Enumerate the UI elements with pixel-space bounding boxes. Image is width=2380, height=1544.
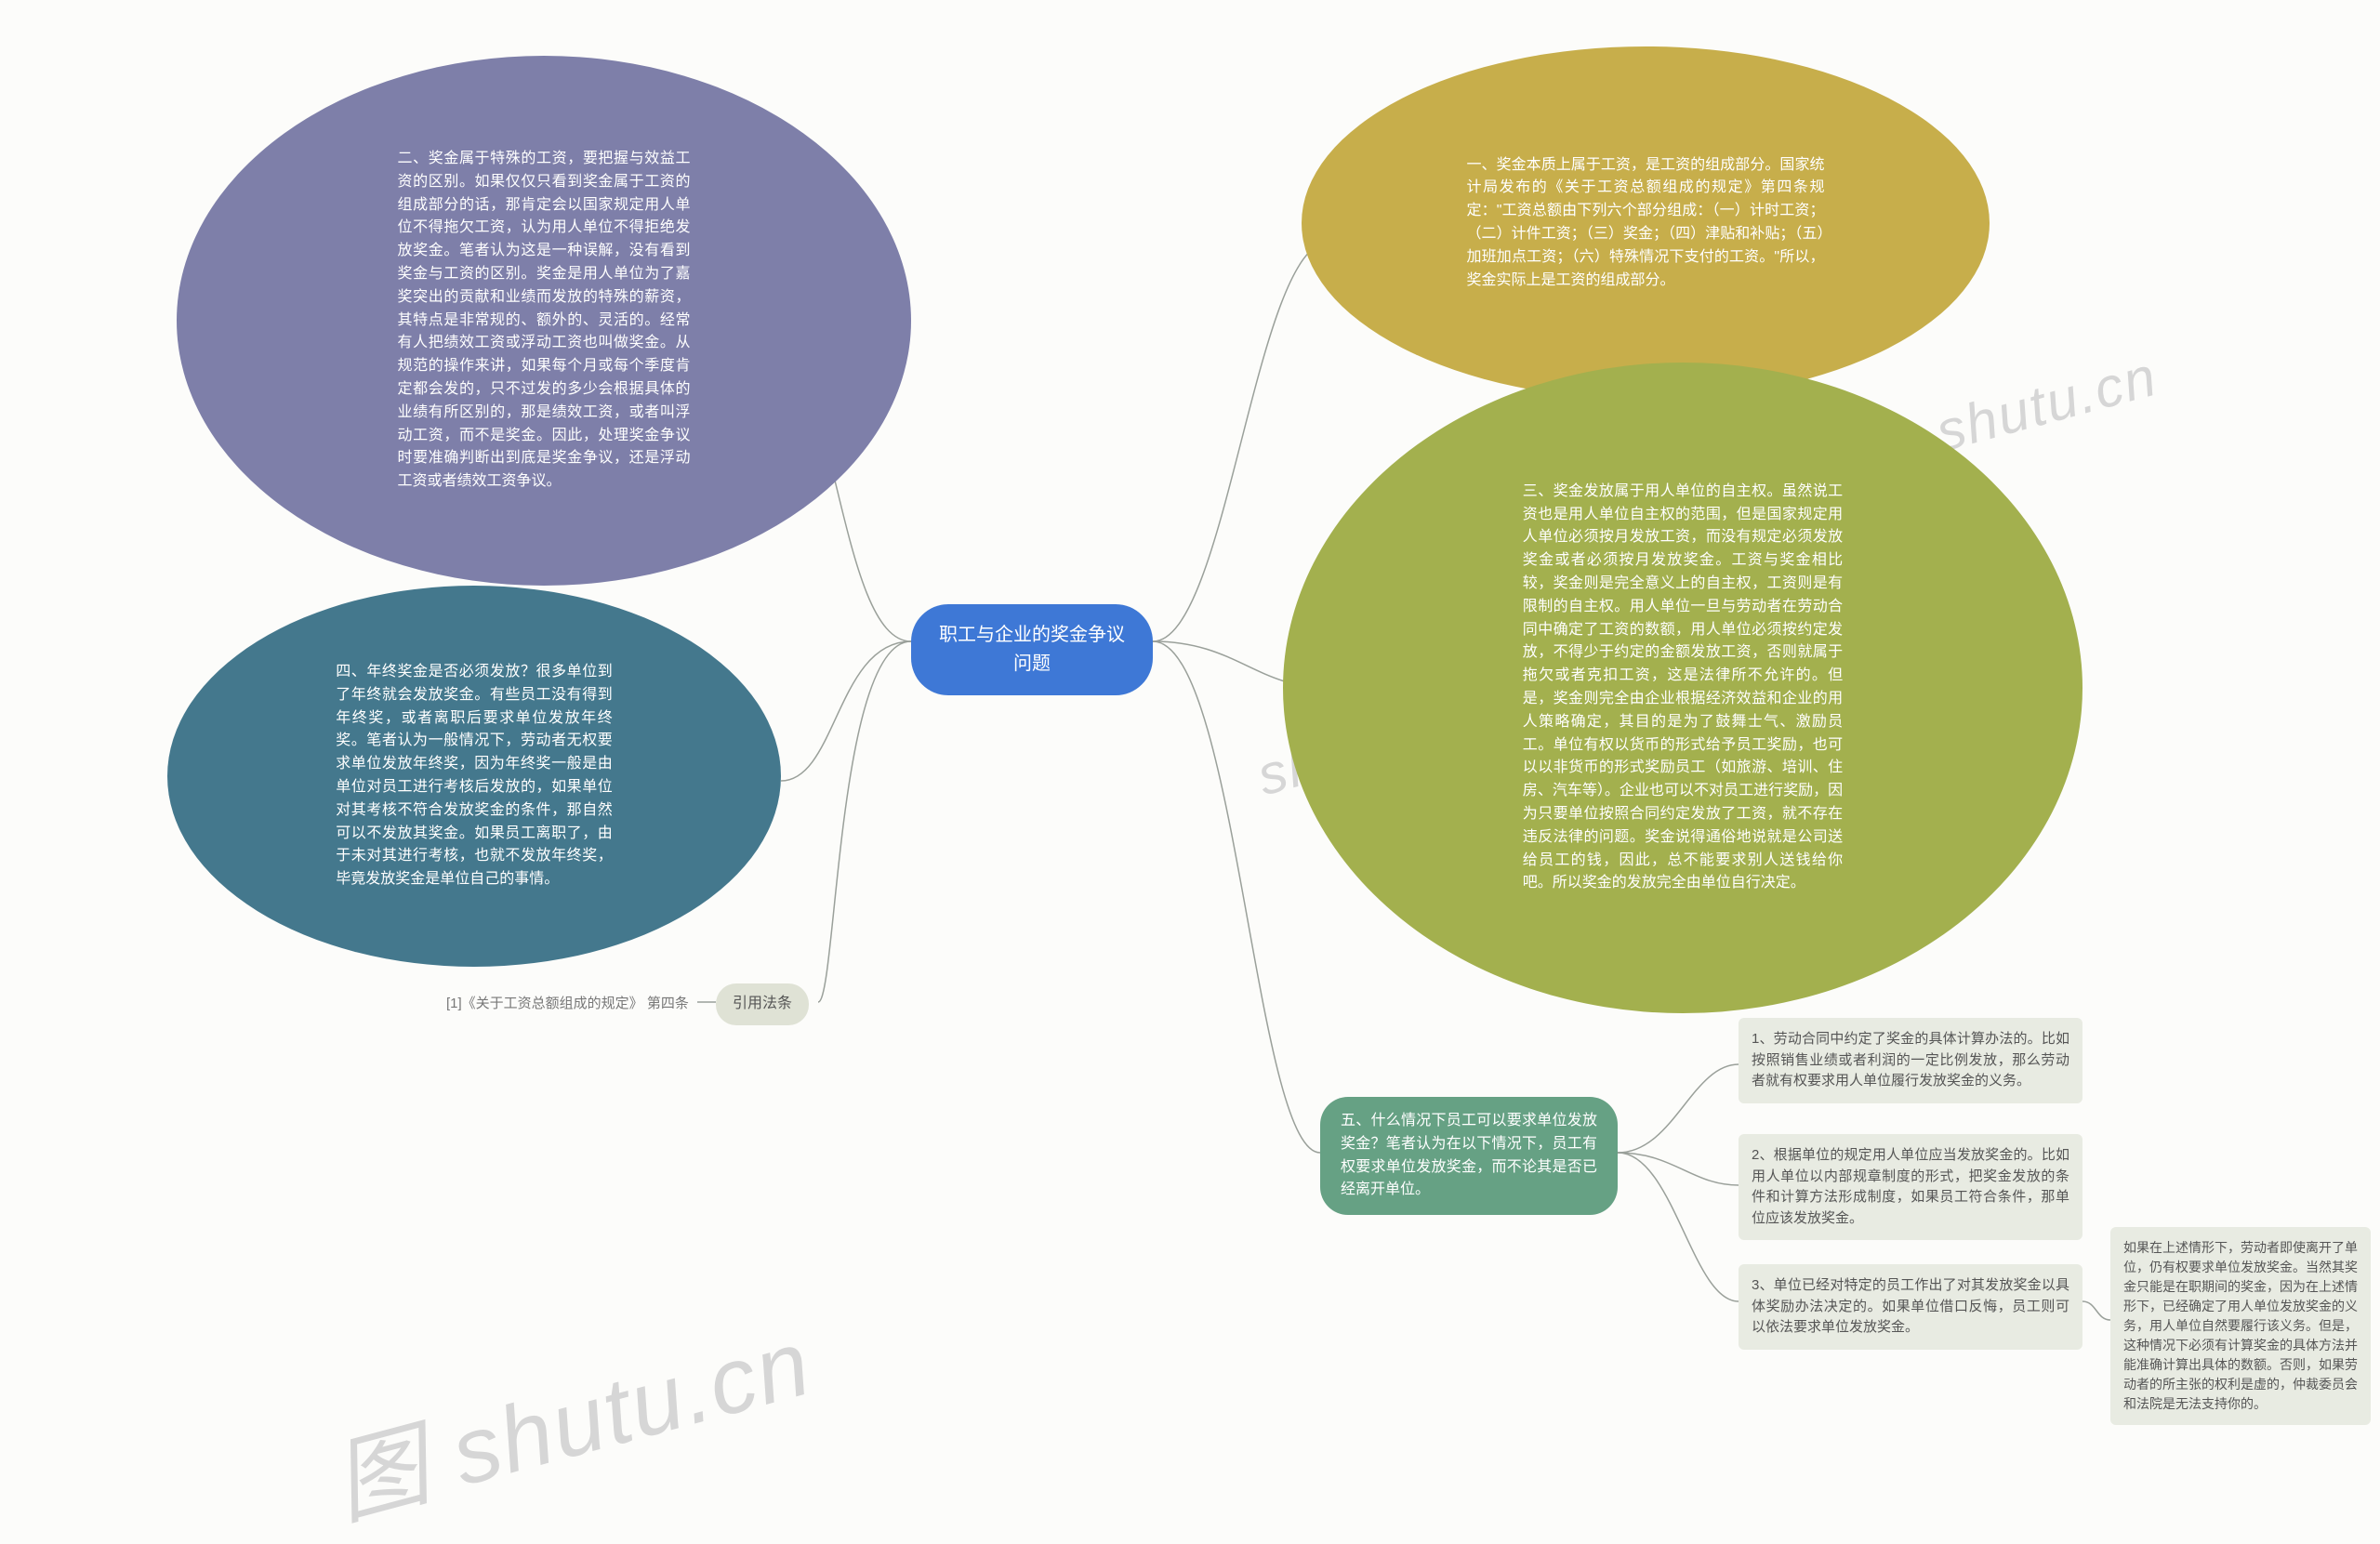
branch-node-3[interactable]: 三、奖金发放属于用人单位的自主权。虽然说工资也是用人单位自主权的范围，但是国家规… [1283, 363, 2082, 1013]
branch-node-1-text: 一、奖金本质上属于工资，是工资的组成部分。国家统计局发布的《关于工资总额组成的规… [1467, 154, 1825, 293]
watermark: shutu.cn [1929, 344, 2163, 464]
sub-node-1[interactable]: 1、劳动合同中约定了奖金的具体计算办法的。比如按照销售业绩或者利润的一定比例发放… [1739, 1018, 2082, 1103]
watermark: 图 shutu.cn [316, 1287, 823, 1543]
central-topic-text: 职工与企业的奖金争议问题 [939, 625, 1125, 674]
sub-node-3-extra[interactable]: 如果在上述情形下，劳动者即使离开了单位，仍有权要求单位发放奖金。当然其奖金只能是… [2110, 1227, 2371, 1425]
branch-node-5[interactable]: 五、什么情况下员工可以要求单位发放奖金？笔者认为在以下情况下，员工有权要求单位发… [1320, 1097, 1618, 1215]
citation-reference: [1]《关于工资总额组成的规定》 第四条 [446, 993, 689, 1012]
branch-node-1[interactable]: 一、奖金本质上属于工资，是工资的组成部分。国家统计局发布的《关于工资总额组成的规… [1302, 46, 1990, 400]
branch-node-2-text: 二、奖金属于特殊的工资，要把握与效益工资的区别。如果仅仅只看到奖金属于工资的组成… [398, 148, 691, 494]
sub-node-3-text: 3、单位已经对特定的员工作出了对其发放奖金以具体奖励办法决定的。如果单位借口反悔… [1752, 1277, 2069, 1335]
citation-node[interactable]: 引用法条 [716, 983, 809, 1025]
branch-node-4-text: 四、年终奖金是否必须发放？很多单位到了年终就会发放奖金。有些员工没有得到年终奖，… [336, 661, 613, 891]
central-topic[interactable]: 职工与企业的奖金争议问题 [911, 604, 1153, 695]
branch-node-3-text: 三、奖金发放属于用人单位的自主权。虽然说工资也是用人单位自主权的范围，但是国家规… [1523, 481, 1843, 895]
mindmap-canvas: shutu.cn shutu.cn 图 shutu.cn shutu.cn 职工… [0, 0, 2380, 1478]
branch-node-5-text: 五、什么情况下员工可以要求单位发放奖金？笔者认为在以下情况下，员工有权要求单位发… [1341, 1113, 1597, 1197]
sub-node-2-text: 2、根据单位的规定用人单位应当发放奖金的。比如用人单位以内部规章制度的形式，把奖… [1752, 1147, 2069, 1226]
sub-node-1-text: 1、劳动合同中约定了奖金的具体计算办法的。比如按照销售业绩或者利润的一定比例发放… [1752, 1031, 2069, 1089]
sub-node-2[interactable]: 2、根据单位的规定用人单位应当发放奖金的。比如用人单位以内部规章制度的形式，把奖… [1739, 1134, 2082, 1240]
citation-node-text: 引用法条 [733, 996, 792, 1011]
sub-node-3-extra-text: 如果在上述情形下，劳动者即使离开了单位，仍有权要求单位发放奖金。当然其奖金只能是… [2123, 1240, 2358, 1411]
sub-node-3[interactable]: 3、单位已经对特定的员工作出了对其发放奖金以具体奖励办法决定的。如果单位借口反悔… [1739, 1264, 2082, 1350]
branch-node-2[interactable]: 二、奖金属于特殊的工资，要把握与效益工资的区别。如果仅仅只看到奖金属于工资的组成… [177, 56, 911, 586]
branch-node-4[interactable]: 四、年终奖金是否必须发放？很多单位到了年终就会发放奖金。有些员工没有得到年终奖，… [167, 586, 781, 967]
